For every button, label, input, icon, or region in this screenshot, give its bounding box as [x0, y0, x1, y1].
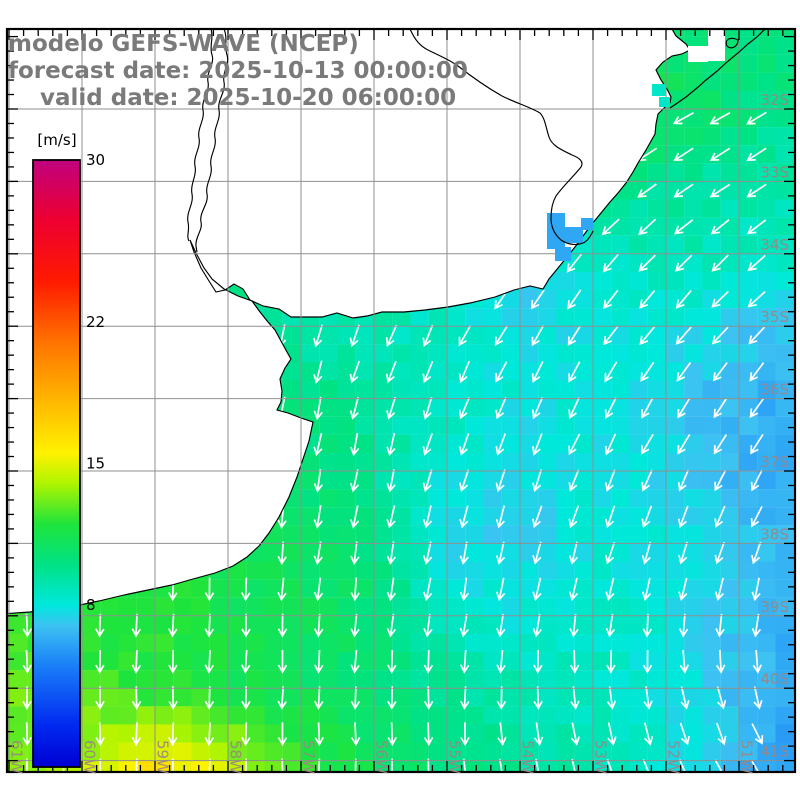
lat-label: 34S: [760, 236, 789, 254]
lon-label: 53W: [592, 740, 610, 774]
forecast-date: forecast date: 2025-10-13 00:00:00: [8, 58, 468, 84]
axis-ticks: [7, 29, 795, 772]
lat-label: 40S: [760, 670, 789, 688]
lat-label: 39S: [760, 598, 789, 616]
figure-titles: modelo GEFS-WAVE (NCEP) forecast date: 2…: [8, 31, 468, 112]
valid-date: valid date: 2025-10-20 06:00:00: [40, 85, 457, 111]
colorbar-gradient: [32, 159, 81, 768]
lat-label: 32S: [760, 91, 789, 109]
colorbar-tick-label: 22: [86, 313, 105, 331]
lat-label: 41S: [760, 743, 789, 761]
lagoon-cells: [547, 29, 725, 261]
colorbar-tick-label: 15: [86, 455, 105, 473]
lon-label: 61W: [8, 740, 26, 774]
river-east-bank: [195, 29, 229, 253]
land-mask: [7, 29, 691, 615]
model-title: modelo GEFS-WAVE (NCEP): [8, 31, 359, 57]
colorbar-tick-label: 30: [86, 151, 105, 169]
lat-label: 33S: [760, 163, 789, 181]
lon-label: 52W: [665, 740, 683, 774]
map-frame: [5, 27, 797, 774]
lat-label: 35S: [760, 308, 789, 326]
lon-label: 54W: [519, 740, 537, 774]
lat-label: 38S: [760, 525, 789, 543]
lagoon-shore: [409, 29, 594, 246]
lat-label: 37S: [760, 453, 789, 471]
coastline-and-rivers: [187, 29, 766, 253]
lon-label: 55W: [446, 740, 464, 774]
latitude-labels: 32S 33S 34S 35S 36S 37S 38S 39S 40S 41S: [760, 91, 789, 761]
lon-label: 57W: [300, 740, 318, 774]
graticule: [7, 29, 795, 772]
lon-label: 59W: [154, 740, 172, 774]
river-west-bank: [187, 29, 214, 242]
wind-direction-arrows: [22, 111, 767, 772]
ocean-coastline: [669, 29, 766, 109]
lat-label: 36S: [760, 381, 789, 399]
colorbar-unit-label: [m/s]: [37, 131, 77, 149]
longitude-labels: 61W 60W 59W 58W 57W 56W 55W 54W 53W 52W 51W: [8, 740, 756, 774]
colorbar: 30 22 15 8: [32, 151, 105, 768]
lagoon-inlet: [725, 37, 739, 49]
colorbar-tick-label: 8: [86, 596, 96, 614]
lon-label: 60W: [81, 740, 99, 774]
lon-label: 56W: [373, 740, 391, 774]
map-layers: [7, 29, 795, 772]
lon-label: 51W: [738, 740, 756, 774]
lon-label: 58W: [227, 740, 245, 774]
